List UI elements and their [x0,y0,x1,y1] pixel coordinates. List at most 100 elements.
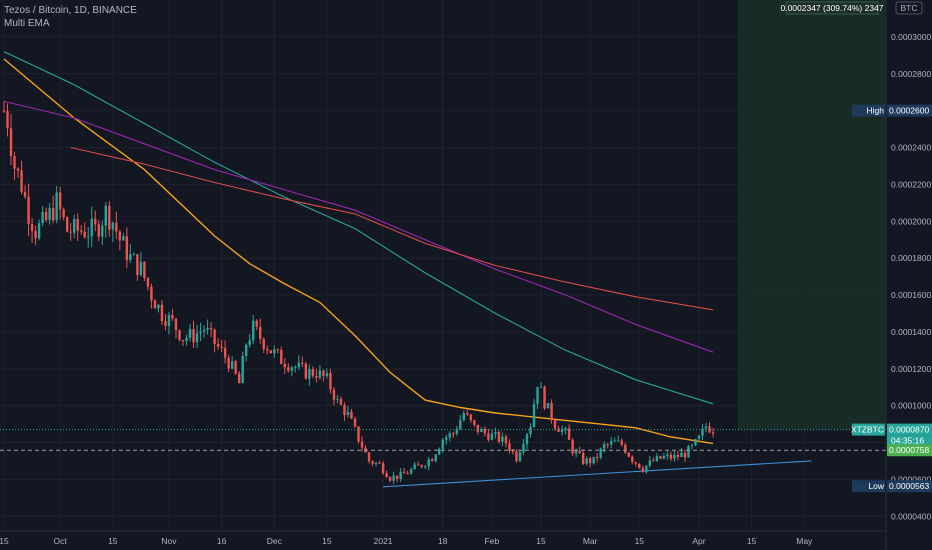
candle-down [669,454,673,459]
candle-down [581,452,585,464]
x-tick-label: 15 [108,536,118,546]
candle-down [367,452,371,462]
candle-down [283,363,286,368]
candle-up [455,429,458,434]
y-tick-label: 0.0001400 [891,327,931,337]
candle-up [459,420,462,430]
y-tick-label: 0.0002800 [891,69,931,79]
candle-up [399,471,402,479]
candle-up [610,441,613,445]
candle-down [143,261,146,278]
y-tick-label: 0.0001600 [891,290,931,300]
candle-up [546,403,550,409]
candle-up [48,207,51,221]
candle-up [199,331,202,334]
candle-up [90,218,93,237]
candle-up [427,459,430,467]
candle-down [192,328,195,343]
currency-badge[interactable]: BTC [901,3,918,13]
candle-down [62,209,65,218]
candle-down [553,420,557,429]
candle-down [259,326,262,339]
candle-up [564,428,567,430]
candle-up [441,439,444,449]
candle-up [645,465,648,472]
candle-down [683,452,687,458]
candle-down [343,404,346,416]
last-label: XTZBTC [851,425,884,435]
candle-down [332,389,336,400]
candle-down [557,428,560,432]
y-tick-label: 0.0001200 [891,364,931,374]
last-value-bg [887,423,932,436]
candle-down [108,205,111,230]
candle-down [280,349,283,364]
candle-up [297,362,301,368]
candle-down [164,321,167,326]
candle-up [592,456,595,464]
ema-line [3,100,714,353]
candle-up [55,192,58,221]
candle-up [185,337,188,341]
candle-down [94,218,97,225]
candle-down [174,318,178,331]
indicator-label[interactable]: Multi EMA [4,18,50,29]
candle-up [518,452,522,462]
target-value-bg [887,444,932,457]
high-value: 0.0002600 [889,106,929,116]
candle-up [325,373,329,377]
candle-down [30,223,34,232]
candle-up [536,386,539,405]
x-tick-label: Oct [54,536,68,546]
x-tick-label: 16 [217,536,227,546]
candle-down [431,459,434,462]
y-tick-label: 0.0002200 [891,179,931,189]
candle-down [339,398,343,405]
target-value: 0.0000758 [889,445,929,455]
candle-down [620,440,623,445]
candle-down [262,338,265,349]
candle-down [125,236,129,261]
candle-down [223,347,227,358]
candle-down [452,433,455,435]
price-levels [0,429,886,451]
ema-line [3,51,714,405]
candle-up [532,404,536,428]
candle-down [304,363,308,379]
candle-up [501,436,504,442]
candle-down [659,455,662,459]
candle-up [648,460,652,466]
y-tick-label: 0.0002400 [891,143,931,153]
candle-up [701,428,704,436]
candle-down [23,191,27,197]
candle-up [139,261,143,275]
candle-down [234,361,237,374]
candle-up [539,386,543,388]
candle-down [381,463,385,474]
y-tick-label: 0.0000600 [891,474,931,484]
candle-down [213,329,216,344]
candle-down [171,315,174,319]
symbol-title[interactable]: Tezos / Bitcoin, 1D, BINANCE [4,5,137,16]
candle-up [195,333,199,343]
candle-up [244,344,248,356]
measure-label: 0.0002347 (309.74%) 2347 [780,3,883,13]
candle-down [146,277,150,287]
candle-down [550,403,553,421]
currency-badge-bg [895,1,923,15]
candle-up [37,223,41,239]
candle-down [371,461,374,464]
x-tick-label: 18 [438,536,448,546]
candle-up [132,254,136,256]
x-tick-label: 15 [536,536,546,546]
low-label: Low [868,481,884,491]
candle-down [51,207,55,221]
candle-up [206,327,209,330]
candle-down [402,471,406,474]
candle-down [6,110,9,129]
time-axis[interactable]: 15 Oct 15 Nov 16 Dec 15 2021 18 Feb 15 Mar 15 Apr 15 Ma… [0,536,813,546]
x-tick-label: Dec [267,536,283,546]
candle-down [578,451,581,453]
candle-down [487,433,490,440]
